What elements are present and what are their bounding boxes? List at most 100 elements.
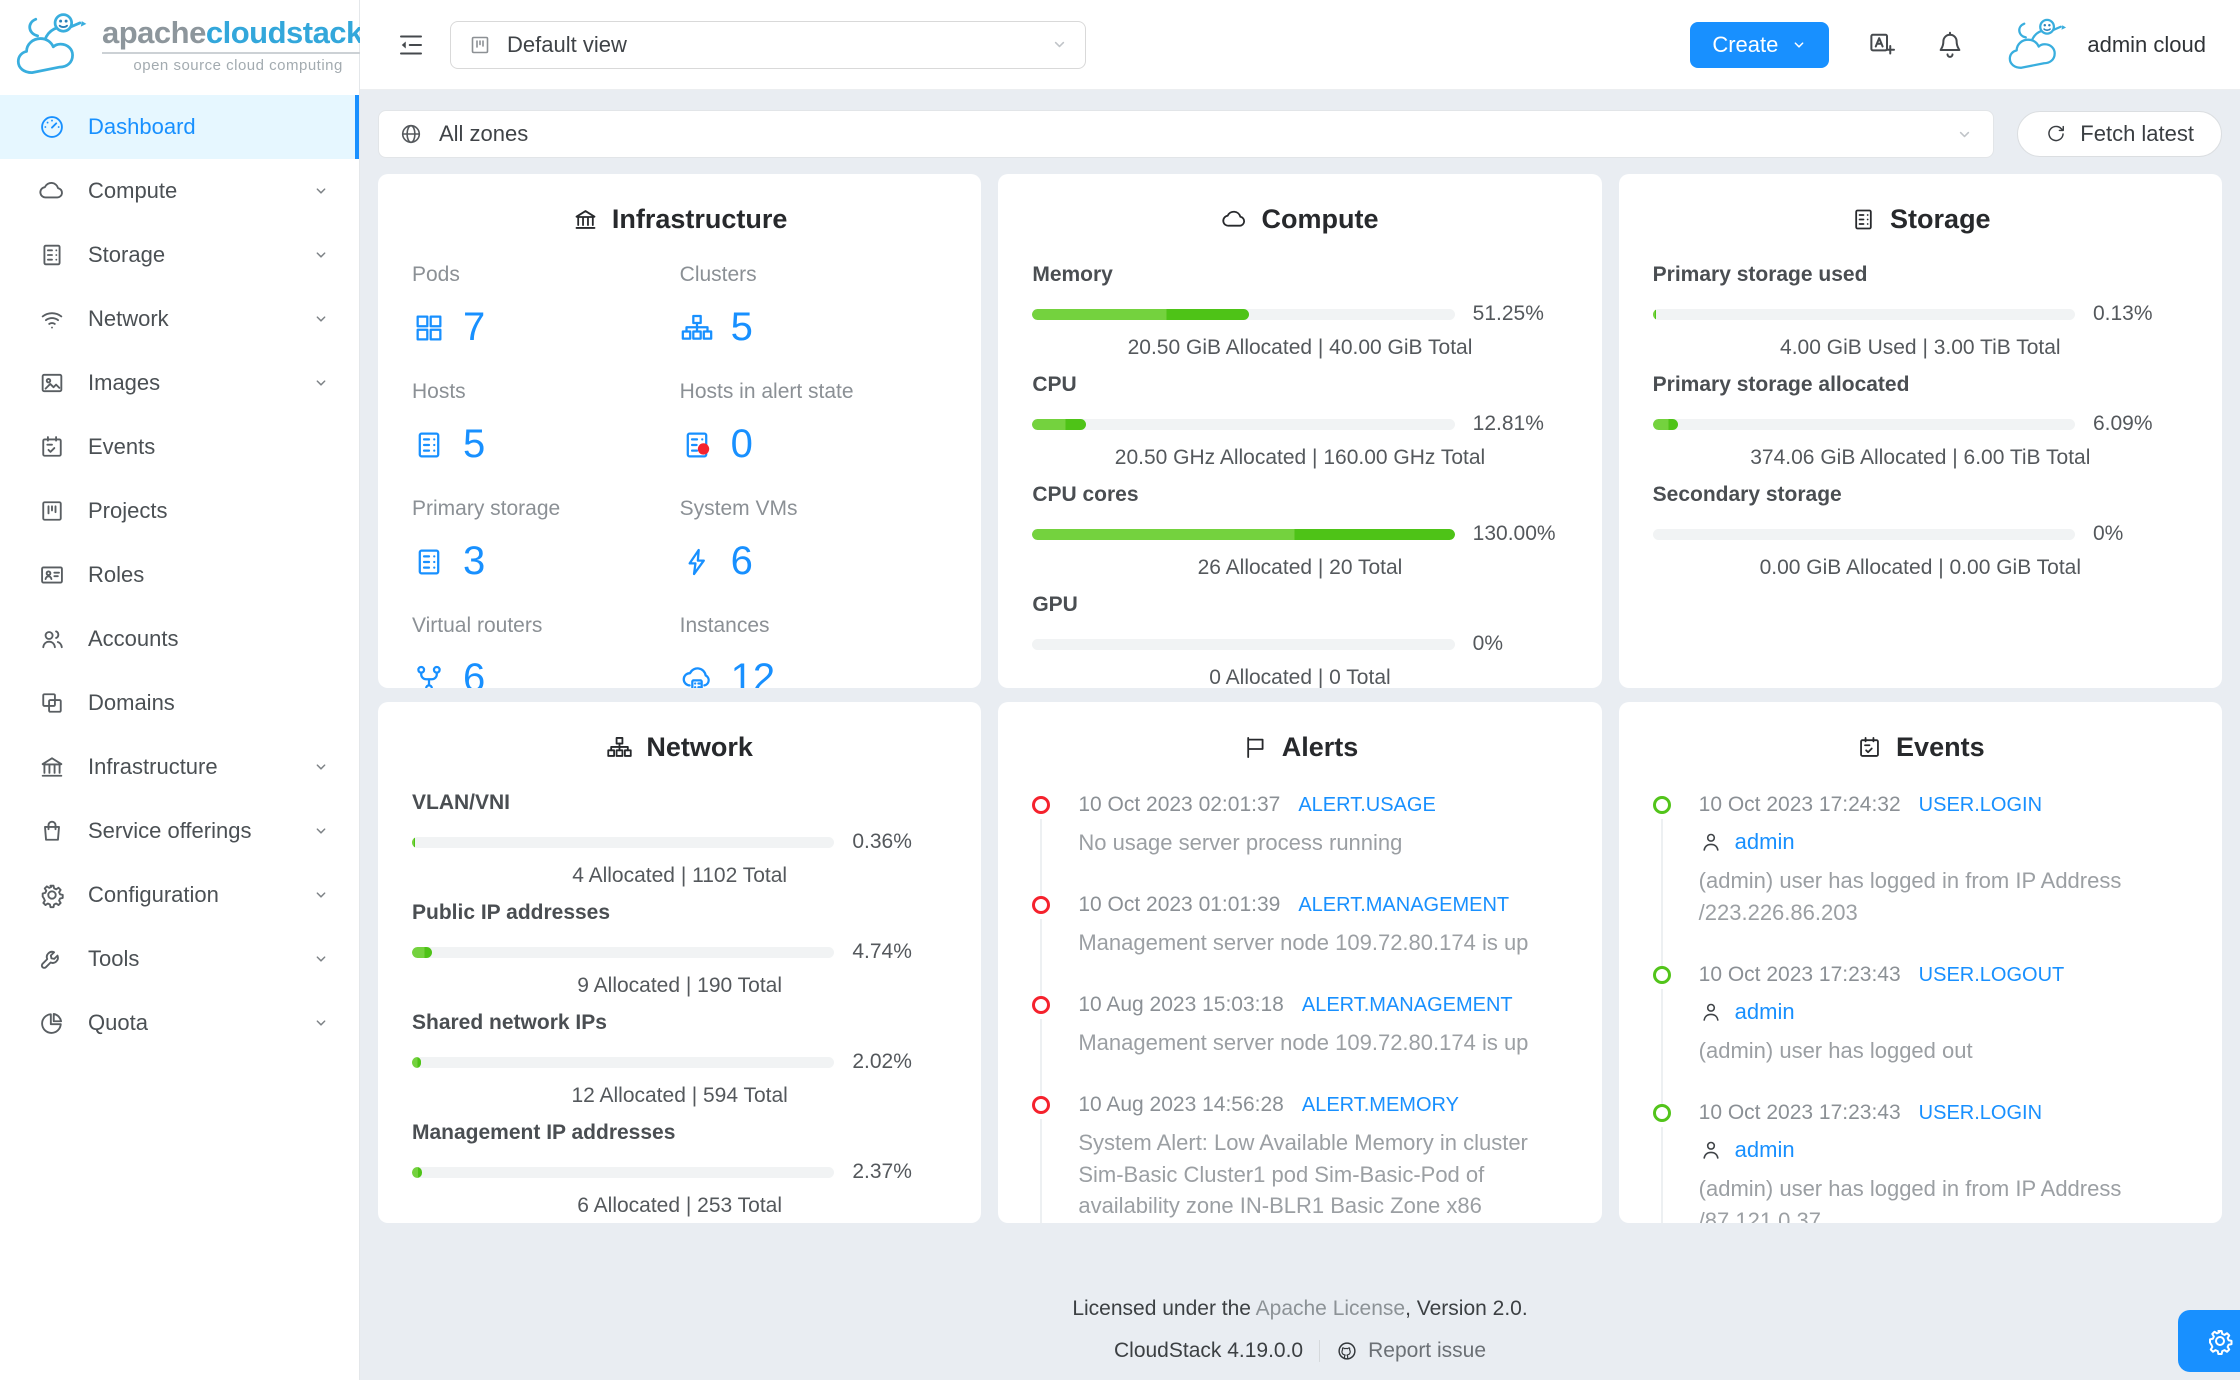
timestamp: 10 Aug 2023 14:56:28 [1078, 1092, 1284, 1116]
public-ip-addresses-meter: Public IP addresses 4.74% 9 Allocated | 19… [412, 901, 947, 998]
alerts-card-title: Alerts [1032, 732, 1567, 763]
sidebar-item-tools[interactable]: Tools [0, 927, 359, 991]
meter-label: Primary storage allocated [1652, 373, 1910, 396]
description: Management server node 109.72.80.174 is … [1078, 1029, 1529, 1055]
report-issue-link[interactable]: Report issue [1336, 1339, 1486, 1363]
sidebar-item-configuration[interactable]: Configuration [0, 863, 359, 927]
sidebar-item-events[interactable]: Events [0, 415, 359, 479]
sidebar-item-domains[interactable]: Domains [0, 671, 359, 735]
sidebar-item-label: Infrastructure [88, 754, 218, 779]
infrastructure-stats: Pods 7 Clusters 5 Hosts 5 Hosts in alert state… [412, 263, 947, 688]
stat-value[interactable]: 6 [680, 539, 948, 584]
main-area: Default view Create admin cloud All zone… [360, 0, 2240, 1380]
sidebar-item-network[interactable]: Network [0, 287, 359, 351]
user-avatar [2003, 14, 2079, 76]
event-user: admin [1699, 829, 2188, 855]
license-text: Licensed under the [1072, 1297, 1256, 1320]
user-link[interactable]: admin [1734, 998, 1795, 1024]
sidebar-item-label: Events [88, 434, 156, 459]
schedule-icon [38, 433, 66, 461]
sidebar-item-infrastructure[interactable]: Infrastructure [0, 735, 359, 799]
stat-value[interactable]: 5 [412, 422, 680, 467]
sidebar-item-compute[interactable]: Compute [0, 159, 359, 223]
gear-icon [2205, 1326, 2235, 1356]
stat-value[interactable]: 12 [680, 656, 948, 688]
team-icon [38, 625, 66, 653]
zone-bar: All zones Fetch latest [360, 90, 2240, 174]
version-line: CloudStack 4.19.0.0 Report issue [1114, 1339, 1486, 1363]
meter-detail: 20.50 GHz Allocated | 160.00 GHz Total [1114, 446, 1486, 469]
settings-fab[interactable] [2178, 1310, 2240, 1372]
event-type-link[interactable]: USER.LOGOUT [1918, 963, 2065, 986]
meter-percent: 12.81% [1472, 412, 1544, 435]
view-select-value: Default view [507, 31, 627, 57]
sidebar-menu: Dashboard Compute Storage Network Images Even… [0, 89, 359, 1055]
stat-value[interactable]: 6 [412, 656, 680, 688]
create-button[interactable]: Create [1690, 21, 1830, 68]
alert-item: 10 Oct 2023 02:01:37 ALERT.USAGE No usage … [1032, 793, 1567, 897]
meter-percent: 0.36% [852, 830, 912, 853]
user-link[interactable]: admin [1734, 1136, 1795, 1162]
apache-license-link[interactable]: Apache License [1255, 1297, 1406, 1320]
user-name: admin cloud [2087, 31, 2206, 57]
sidebar-item-label: Network [88, 306, 169, 331]
fetch-latest-button[interactable]: Fetch latest [2017, 111, 2222, 157]
thunderbolt-icon [680, 545, 714, 579]
event-type-link[interactable]: USER.LOGIN [1918, 1101, 2043, 1124]
stat-label: Pods [412, 263, 460, 286]
user-link[interactable]: admin [1734, 829, 1795, 854]
user-menu[interactable]: admin cloud [2003, 14, 2206, 76]
timeline-dot [1032, 796, 1051, 814]
stat-primary-storage: Primary storage 3 [412, 497, 680, 584]
progress-bar [1032, 308, 1455, 320]
stat-value[interactable]: 3 [412, 539, 680, 584]
view-select[interactable]: Default view [450, 20, 1086, 69]
event-type-link[interactable]: USER.LOGIN [1918, 794, 2043, 816]
sidebar-collapse-icon[interactable] [396, 30, 426, 60]
timeline-dot [1032, 995, 1051, 1014]
alerts-timeline: 10 Oct 2023 02:01:37 ALERT.USAGE No usage … [1032, 791, 1567, 1223]
sidebar-item-quota[interactable]: Quota [0, 991, 359, 1055]
tool-icon [38, 945, 66, 973]
sidebar-item-storage[interactable]: Storage [0, 223, 359, 287]
meter-label: GPU [1032, 593, 1078, 616]
description: (admin) user has logged in from IP Addre… [1698, 1175, 2122, 1223]
alert-type-link[interactable]: ALERT.USAGE [1298, 794, 1436, 816]
meter-label: Primary storage used [1652, 263, 1868, 286]
sidebar-item-projects[interactable]: Projects [0, 479, 359, 543]
event-item: 10 Oct 2023 17:23:43 USER.LOGOUT admin (adm… [1652, 963, 2188, 1105]
stat-virtual-routers: Virtual routers 6 [412, 614, 680, 688]
progress-bar [1032, 638, 1455, 650]
alert-type-link[interactable]: ALERT.MANAGEMENT [1298, 893, 1510, 916]
notifications-bell-icon[interactable] [1935, 30, 1965, 60]
stat-value[interactable]: 5 [680, 305, 948, 350]
globe-icon [399, 122, 423, 146]
alert-type-link[interactable]: ALERT.MANAGEMENT [1301, 993, 1513, 1016]
sidebar-item-dashboard[interactable]: Dashboard [0, 95, 359, 159]
event-item: 10 Oct 2023 17:24:32 USER.LOGIN admin (admi… [1652, 793, 2188, 967]
sidebar-item-images[interactable]: Images [0, 351, 359, 415]
sidebar-item-roles[interactable]: Roles [0, 543, 359, 607]
timestamp: 10 Oct 2023 17:24:32 [1698, 793, 1901, 816]
description: (admin) user has logged out [1698, 1037, 1973, 1063]
translate-icon[interactable] [1867, 30, 1897, 60]
stat-value[interactable]: 7 [412, 305, 680, 350]
stat-value[interactable]: 0 [680, 422, 948, 467]
app-logo[interactable]: apachecloudstack™ open source cloud comp… [0, 0, 375, 89]
sidebar-item-label: Quota [88, 1010, 148, 1035]
alert-item: 10 Oct 2023 01:01:39 ALERT.MANAGEMENT Mana… [1032, 893, 1567, 997]
flag-icon [1242, 734, 1269, 761]
appstore-icon [412, 311, 446, 345]
dashboard-grid: Infrastructure Pods 7 Clusters 5 Hosts 5 Hosts… [360, 174, 2240, 1223]
meter-detail: 0 Allocated | 0 Total [1209, 666, 1391, 688]
zone-select[interactable]: All zones [378, 110, 1995, 158]
chevron-down-icon [1791, 37, 1807, 53]
stat-number: 5 [463, 422, 486, 466]
sidebar-item-service-offerings[interactable]: Service offerings [0, 799, 359, 863]
meter-label: Management IP addresses [412, 1121, 676, 1144]
alerts-card: Alerts 10 Oct 2023 02:01:37 ALERT.USAGE No… [998, 702, 1602, 1223]
alert-item: 10 Aug 2023 14:56:28 ALERT.MEMORY System A… [1032, 1093, 1567, 1223]
user-icon [1699, 830, 1723, 854]
alert-type-link[interactable]: ALERT.MEMORY [1301, 1093, 1459, 1116]
sidebar-item-accounts[interactable]: Accounts [0, 607, 359, 671]
